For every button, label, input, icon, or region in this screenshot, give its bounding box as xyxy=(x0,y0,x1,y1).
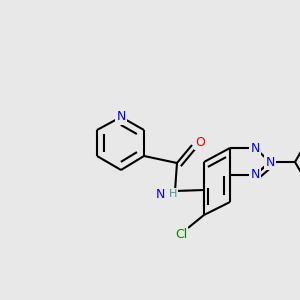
Text: O: O xyxy=(195,136,205,148)
Text: N: N xyxy=(265,155,275,169)
Text: Cl: Cl xyxy=(175,227,187,241)
Text: N: N xyxy=(155,188,165,200)
Text: N: N xyxy=(250,169,260,182)
Text: N: N xyxy=(250,142,260,154)
Text: N: N xyxy=(116,110,126,124)
Text: H: H xyxy=(169,189,177,199)
